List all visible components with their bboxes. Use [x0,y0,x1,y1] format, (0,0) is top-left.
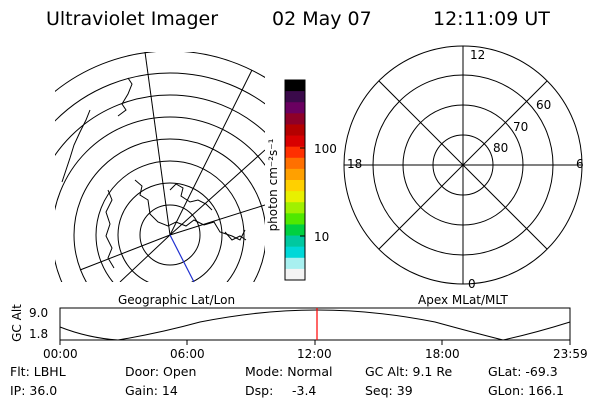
lat-circle [73,138,265,282]
colorbar-band [285,257,305,270]
alt-tick-9: 9.0 [29,306,49,320]
colorbar-band [285,135,305,148]
mlt-label-12: 12 [470,48,486,62]
new-zealand-coastline [117,77,133,117]
gc-alt-axis-label: GC Alt [10,304,24,342]
mode-status: Mode: Normal [245,364,333,379]
mlt-label-18: 18 [347,157,363,171]
gc-alt-status: GC Alt: 9.1 Re [365,364,453,379]
glon-status: GLon: 166.1 [488,383,564,398]
meridian-line [144,52,171,236]
geographic-caption: Geographic Lat/Lon [118,293,236,307]
antarctica-coastline [134,179,246,241]
filter-status: Flt: LBHL [10,364,66,379]
mlt-label-0: 0 [468,277,476,291]
dsp-value: -3.4 [292,383,317,398]
instrument-title: Ultraviolet Imager [46,8,219,30]
colorbar-band [285,124,305,137]
gain-status: Gain: 14 [125,383,178,398]
mlat-label-60: 60 [536,98,552,112]
colorbar-band [285,91,305,103]
ip-status: IP: 36.0 [10,383,58,398]
meridian-line [79,234,171,271]
meridian-line [169,204,265,236]
meridian-line [169,69,253,236]
date-label: 02 May 07 [272,8,372,30]
colorbar-band [285,157,305,170]
lat-circle [117,182,223,282]
colorbar-band [285,180,305,192]
mlt-label-6: 6 [576,157,584,171]
colorbar-band [285,102,305,114]
colorbar-band [285,235,305,248]
colorbar-band [285,113,305,125]
colorbar-band [285,146,305,159]
colorbar-tick-100: 100 [314,142,337,156]
colorbar-band [285,224,305,237]
orbit-track [169,234,195,283]
color-scale-bar [284,79,306,281]
alt-tick-1-8: 1.8 [29,327,49,341]
colorbar-band [285,191,305,203]
glat-status: GLat: -69.3 [488,364,558,379]
time-label: 12:11:09 UT [433,8,550,30]
lat-circle [55,72,265,122]
time-tick-1200: 12:00 [297,347,332,361]
lat-circle [55,94,265,157]
colorbar-unit-label: photon cm⁻²s⁻¹ [266,138,280,232]
colorbar-band [285,202,305,214]
antarctica-coastline [105,189,115,269]
lat-circle [139,204,201,266]
mlat-label-70: 70 [513,120,529,134]
lat-circle [55,116,265,282]
altitude-curve [59,309,571,341]
new-zealand-coastline [61,109,91,183]
colorbar-band [285,268,305,281]
lat-circle [95,160,245,282]
door-status: Door: Open [125,364,197,379]
apex-caption: Apex MLat/MLT [418,293,508,307]
colorbar-band [285,168,305,181]
altitude-plot [59,307,571,345]
meridian-line [119,234,171,282]
antarctica-coastline [169,183,213,211]
dsp-label: Dsp: [245,383,274,398]
colorbar-band [285,213,305,225]
mlat-label-80: 80 [493,141,509,155]
time-tick-0600: 06:00 [170,347,205,361]
colorbar-band [285,246,305,259]
geographic-map [55,52,265,282]
colorbar-tick-10: 10 [314,230,330,244]
time-tick-0000: 00:00 [43,347,78,361]
time-tick-1800: 18:00 [425,347,460,361]
island-coastline [224,231,247,241]
colorbar-band [285,80,305,92]
time-tick-2359: 23:59 [553,347,588,361]
seq-status: Seq: 39 [365,383,413,398]
meridian-line [169,149,265,236]
magnetic-polar-grid [343,45,583,285]
